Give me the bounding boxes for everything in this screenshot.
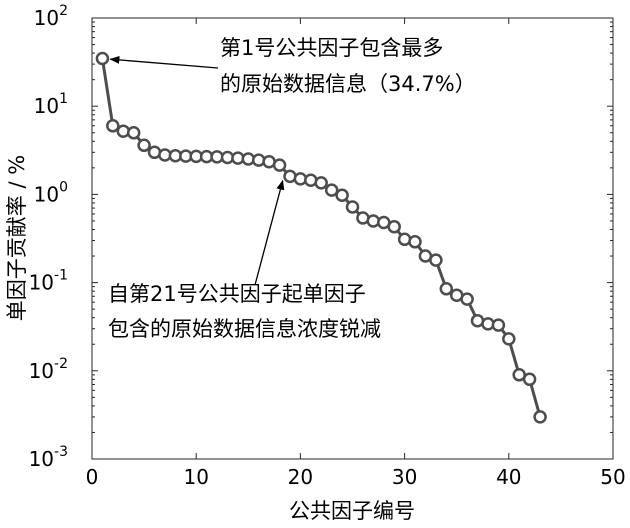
y-tick-label: 10-3 [29,444,68,471]
data-point [137,138,151,153]
data-point [439,282,454,296]
data-point [491,318,506,332]
data-point [460,292,474,306]
y-axis-label: 单因子贡献率 / % [5,155,29,321]
annotation-text: 包含的原始数据信息浓度锐减 [108,317,381,341]
x-ticks: 0 10 20 30 40 50 [86,18,626,489]
data-point [324,183,339,197]
x-tick-label: 20 [288,465,313,489]
annotation-text: 自第21号公共因子起单因子 [108,282,366,306]
data-point [126,126,141,140]
data-point [272,158,287,172]
annotation-arrow [109,55,219,69]
data-point [95,51,110,66]
annotation-arrow [254,179,285,286]
x-tick-label: 10 [183,465,208,489]
x-axis-label: 公共因子编号 [289,499,415,523]
data-point [502,332,516,346]
y-tick-label: 100 [34,179,68,206]
x-tick-label: 30 [392,465,417,489]
data-point [106,119,120,133]
series-contribution [95,51,547,424]
plot-area [91,17,614,460]
y-tick-label: 102 [34,3,68,30]
x-tick-label: 50 [600,465,625,489]
y-ticks: 102 101 100 10-1 10-2 10-3 [29,3,613,471]
data-point [429,253,443,267]
data-point [522,372,537,387]
y-tick-label: 101 [34,91,68,118]
data-point [314,176,328,190]
data-point [387,219,401,234]
x-tick-label: 0 [86,465,99,489]
x-tick-label: 40 [496,465,521,489]
data-point [366,214,381,228]
data-point [533,410,547,424]
data-point [345,200,360,214]
y-tick-label: 10-1 [29,268,68,295]
annotation-text: 的原始数据信息（34.7%） [220,72,476,96]
data-point [408,235,422,249]
annotation-text: 第1号公共因子包含最多 [220,36,443,60]
data-point [335,188,349,202]
y-tick-label: 10-2 [29,356,68,383]
